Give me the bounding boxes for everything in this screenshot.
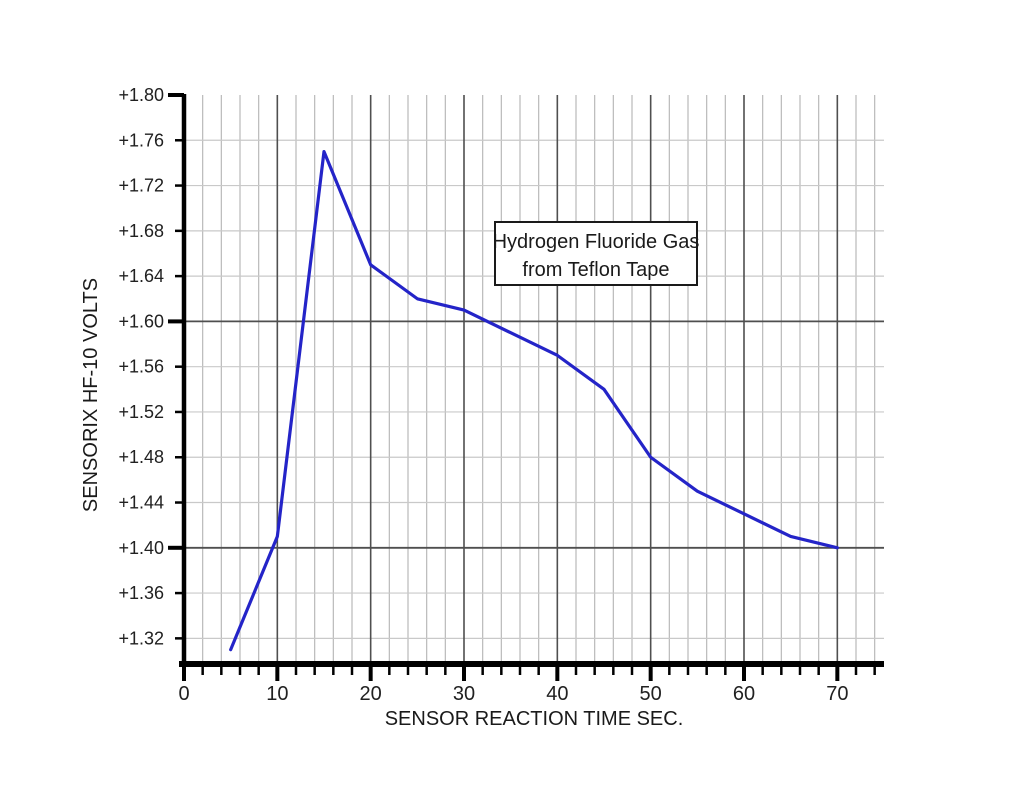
y-tick-label: +1.60 [118, 311, 164, 331]
y-axis-title: SENSORIX HF-10 VOLTS [80, 278, 102, 512]
gridlines-minor [184, 95, 884, 661]
data-series [229, 150, 839, 652]
y-tick-label: +1.52 [118, 402, 164, 422]
x-tick-label: 30 [453, 683, 475, 705]
annotation-box: Hydrogen Fluoride Gas from Teflon Tape [493, 221, 700, 286]
y-tick-label: +1.32 [118, 628, 164, 648]
y-tick-label: +1.40 [118, 538, 164, 558]
x-tick-label: 0 [178, 683, 189, 705]
y-tick-label: +1.80 [118, 85, 164, 105]
x-axis-title: SENSOR REACTION TIME SEC. [385, 708, 684, 730]
tick-labels: 0 10 20 30 40 50 60 70 +1.32 +1.36 +1.40 +1.44 +1.48… [118, 85, 848, 705]
x-tick-label: 20 [360, 683, 382, 705]
y-tick-label: +1.48 [118, 447, 164, 467]
y-tick-label: +1.72 [118, 176, 164, 196]
tick-marks [168, 93, 876, 681]
x-tick-label: 10 [266, 683, 288, 705]
axes [179, 94, 884, 667]
x-tick-label: 40 [546, 683, 568, 705]
x-tick-label: 60 [733, 683, 755, 705]
x-tick-label: 50 [640, 683, 662, 705]
y-tick-label: +1.76 [118, 130, 164, 150]
y-tick-label: +1.64 [118, 266, 164, 286]
y-tick-label: +1.56 [118, 357, 164, 377]
annotation-line1: Hydrogen Fluoride Gas [493, 231, 700, 253]
y-tick-label: +1.68 [118, 221, 164, 241]
y-tick-label: +1.36 [118, 583, 164, 603]
x-tick-label: 70 [826, 683, 848, 705]
y-tick-label: +1.44 [118, 493, 164, 513]
gridlines-major [184, 95, 884, 661]
data-line [229, 150, 839, 652]
annotation-line2: from Teflon Tape [522, 259, 669, 281]
